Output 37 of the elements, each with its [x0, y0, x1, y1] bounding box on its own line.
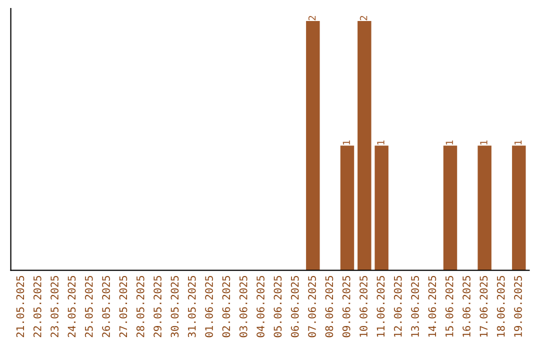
x-tick-label: 31.05.2025 — [188, 276, 196, 338]
x-tick-label: 03.06.2025 — [239, 276, 248, 338]
x-tick-label: 27.05.2025 — [119, 276, 128, 338]
x-tick-label: 26.05.2025 — [102, 276, 110, 338]
x-tick-label: 06.06.2025 — [290, 276, 299, 338]
data-label: 2 — [360, 16, 368, 20]
x-tick-label: 08.06.2025 — [325, 276, 334, 338]
x-tick-label: 30.05.2025 — [170, 276, 179, 338]
x-tick-label: 02.06.2025 — [222, 276, 230, 338]
x-tick-label: 12.06.2025 — [394, 276, 402, 337]
x-tick-label: 01.06.2025 — [205, 276, 213, 338]
x-tick-label: 23.05.2025 — [50, 276, 58, 338]
x-tick-label: 19.06.2025 — [514, 276, 522, 337]
x-tick-label: 29.05.2025 — [154, 276, 162, 338]
x-tick-label: 16.06.2025 — [462, 276, 470, 337]
x-tick-label: 04.06.2025 — [256, 276, 264, 338]
x-tick-label: 15.06.2025 — [445, 276, 454, 337]
data-label: 1 — [377, 140, 384, 144]
x-tick-label: 22.05.2025 — [33, 276, 42, 338]
x-tick-label: 11.06.2025 — [376, 276, 385, 337]
x-tick-label: 10.06.2025 — [360, 276, 368, 337]
data-label: 1 — [342, 140, 350, 144]
x-tick-label: 07.06.2025 — [308, 276, 316, 338]
x-tick-label: 14.06.2025 — [428, 276, 436, 337]
x-tick-label: 09.06.2025 — [342, 276, 350, 338]
x-tick-label: 21.05.2025 — [16, 276, 24, 338]
data-label: 2 — [308, 16, 316, 20]
data-label: 1 — [446, 140, 453, 144]
data-label: 1 — [480, 140, 488, 144]
x-tick-label: 18.06.2025 — [496, 276, 505, 337]
data-label: 1 — [514, 140, 522, 144]
x-tick-label: 28.05.2025 — [136, 276, 144, 338]
x-tick-label: 17.06.2025 — [480, 276, 488, 337]
x-tick-label: 25.05.2025 — [84, 276, 93, 338]
x-tick-label: 13.06.2025 — [411, 276, 419, 337]
x-tick-label: 05.06.2025 — [274, 276, 282, 338]
x-tick-label: 24.05.2025 — [68, 276, 76, 338]
